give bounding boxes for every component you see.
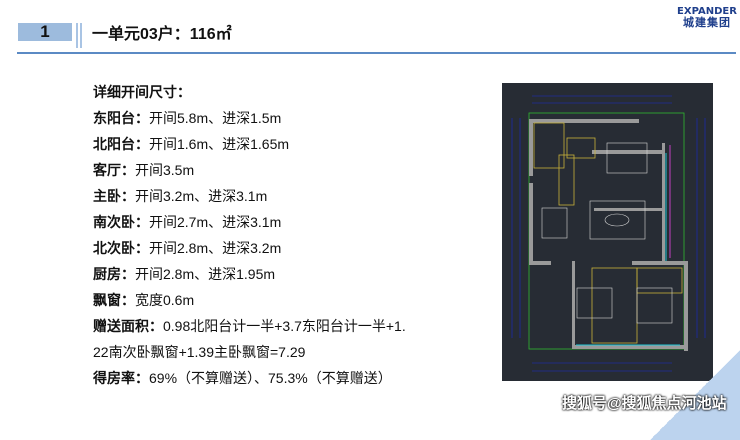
detail-value: 宽度0.6m [135, 292, 195, 308]
detail-value: 开间2.8m、进深3.2m [149, 240, 282, 256]
detail-label: 南次卧： [93, 214, 149, 230]
watermark: 搜狐号@搜狐焦点河池站 [562, 395, 727, 412]
section-number: 1 [18, 23, 72, 41]
decor-bar [76, 23, 78, 48]
detail-label: 主卧： [93, 188, 135, 204]
detail-label: 赠送面积： [93, 318, 163, 334]
detail-row: 北阳台：开间1.6m、进深1.65m [93, 131, 406, 157]
detail-row: 北次卧：开间2.8m、进深3.2m [93, 235, 406, 261]
detail-row: 客厅：开间3.5m [93, 157, 406, 183]
detail-row: 厨房：开间2.8m、进深1.95m [93, 261, 406, 287]
detail-value: 22南次卧飘窗+1.39主卧飘窗=7.29 [93, 344, 306, 360]
detail-label: 北次卧： [93, 240, 149, 256]
page-title: 一单元03户：116㎡ [92, 26, 232, 43]
detail-row: 得房率：69%（不算赠送）、75.3%（不算赠送） [93, 365, 406, 391]
decor-triangle [640, 340, 740, 440]
detail-value: 开间2.8m、进深1.95m [135, 266, 276, 282]
company-logo: EXPANDER 城建集团 [676, 6, 738, 30]
detail-row: 南次卧：开间2.7m、进深3.1m [93, 209, 406, 235]
detail-row: 22南次卧飘窗+1.39主卧飘窗=7.29 [93, 339, 406, 365]
detail-list: 详细开间尺寸： 东阳台：开间5.8m、进深1.5m 北阳台：开间1.6m、进深1.6… [93, 79, 406, 391]
detail-label: 北阳台： [93, 136, 149, 152]
detail-label: 厨房： [93, 266, 135, 282]
detail-label: 详细开间尺寸： [93, 84, 191, 100]
detail-row: 详细开间尺寸： [93, 79, 406, 105]
detail-value: 69%（不算赠送）、75.3%（不算赠送） [149, 370, 392, 386]
detail-label: 客厅： [93, 162, 135, 178]
detail-value: 开间3.2m、进深3.1m [135, 188, 268, 204]
detail-value: 开间5.8m、进深1.5m [149, 110, 282, 126]
detail-label: 飘窗： [93, 292, 135, 308]
logo-cn: 城建集团 [683, 17, 731, 29]
floor-plan-image [502, 83, 713, 381]
logo-en: EXPANDER [677, 6, 737, 17]
decor-bar [80, 23, 82, 48]
detail-label: 得房率： [93, 370, 149, 386]
detail-value: 开间2.7m、进深3.1m [149, 214, 282, 230]
detail-value: 0.98北阳台计一半+3.7东阳台计一半+1. [163, 318, 406, 334]
detail-row: 赠送面积：0.98北阳台计一半+3.7东阳台计一半+1. [93, 313, 406, 339]
detail-label: 东阳台： [93, 110, 149, 126]
detail-value: 开间3.5m [135, 162, 195, 178]
detail-row: 主卧：开间3.2m、进深3.1m [93, 183, 406, 209]
detail-row: 飘窗：宽度0.6m [93, 287, 406, 313]
detail-row: 东阳台：开间5.8m、进深1.5m [93, 105, 406, 131]
detail-value: 开间1.6m、进深1.65m [149, 136, 290, 152]
divider [17, 52, 736, 54]
